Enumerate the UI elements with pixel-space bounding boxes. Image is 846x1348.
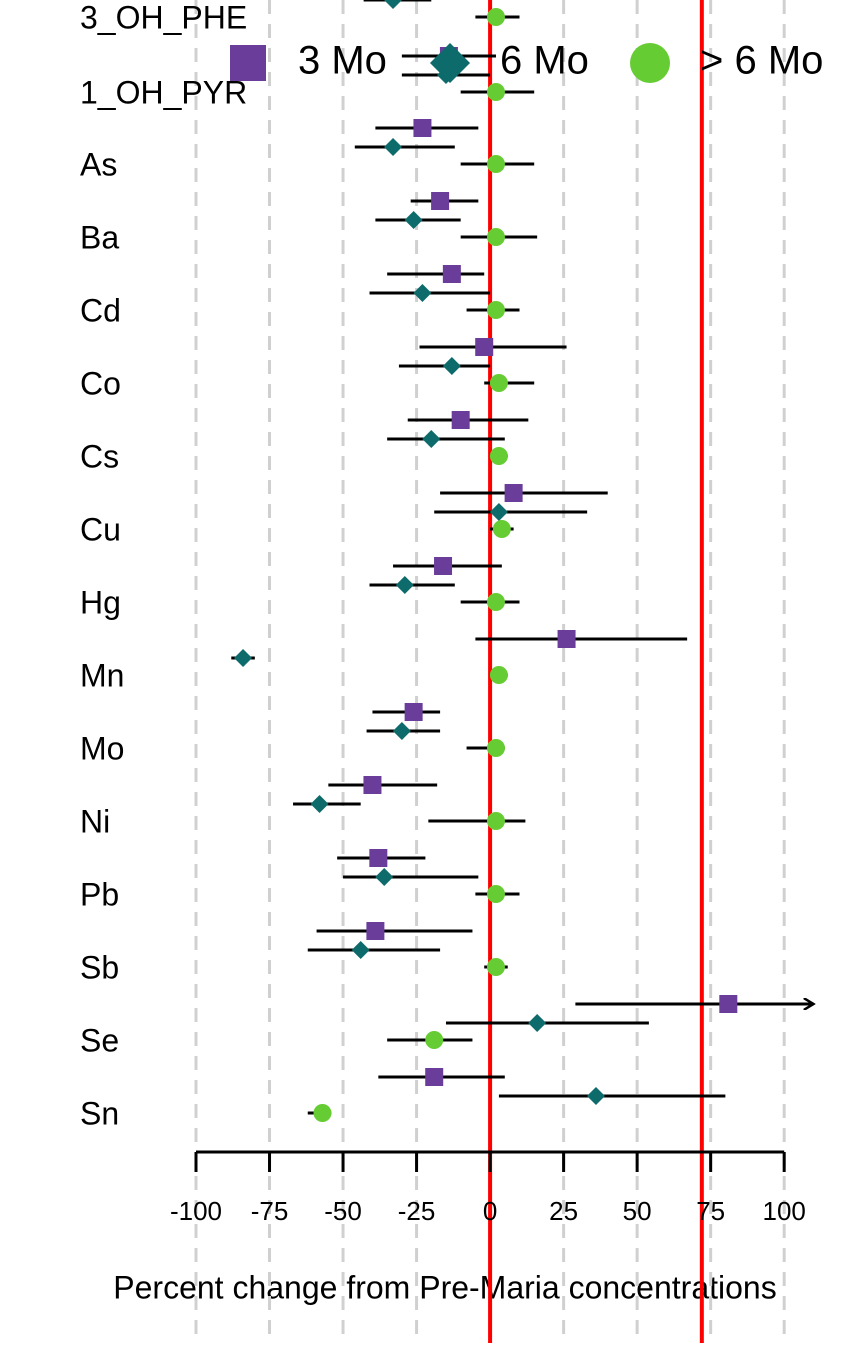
point — [413, 284, 432, 302]
category-label: Mn — [80, 657, 124, 693]
point — [486, 593, 505, 611]
point — [404, 703, 423, 721]
point — [489, 374, 508, 392]
category-label: 3_OH_PHE — [80, 0, 247, 35]
point — [351, 941, 370, 959]
category-label: 1_OH_PYR — [80, 74, 247, 110]
x-axis-label: Percent change from Pre-Maria concentrat… — [113, 1269, 776, 1305]
point — [422, 430, 441, 448]
point — [431, 192, 450, 210]
point — [234, 649, 253, 667]
point — [528, 1014, 547, 1032]
point — [719, 995, 738, 1013]
category-label: Ni — [80, 803, 110, 839]
legend-marker — [430, 43, 470, 83]
point — [489, 503, 508, 521]
point — [425, 1031, 444, 1049]
category-label: Cs — [80, 438, 119, 474]
point — [486, 155, 505, 173]
point — [442, 265, 461, 283]
point — [313, 1104, 332, 1122]
point — [384, 0, 403, 9]
legend-marker — [230, 45, 266, 81]
category-label: Cd — [80, 292, 121, 328]
point — [404, 211, 423, 229]
x-tick-label: -50 — [324, 1196, 362, 1226]
point — [486, 812, 505, 830]
x-tick-label: -75 — [251, 1196, 289, 1226]
category-label: Se — [80, 1022, 119, 1058]
point — [369, 849, 388, 867]
category-label: Hg — [80, 584, 121, 620]
category-label: Ba — [80, 219, 119, 255]
point — [310, 795, 329, 813]
point — [486, 8, 505, 26]
x-tick-label: -25 — [398, 1196, 436, 1226]
x-tick-label: -100 — [170, 1196, 222, 1226]
legend-label: > 6 Mo — [700, 39, 823, 83]
x-tick-label: 100 — [762, 1196, 805, 1226]
legend-label: 6 Mo — [500, 39, 589, 83]
point — [425, 1068, 444, 1086]
point — [363, 776, 382, 794]
point — [486, 301, 505, 319]
point — [557, 630, 576, 648]
category-label: Pb — [80, 876, 119, 912]
legend-label: 3 Mo — [298, 39, 387, 83]
point — [489, 666, 508, 684]
x-tick-label: 50 — [623, 1196, 652, 1226]
category-label: As — [80, 146, 117, 182]
point — [504, 484, 523, 502]
category-label: Cu — [80, 511, 121, 547]
point — [486, 228, 505, 246]
point — [486, 885, 505, 903]
point — [475, 338, 494, 356]
point — [486, 83, 505, 101]
point — [366, 922, 385, 940]
x-tick-label: 0 — [483, 1196, 497, 1226]
category-label: Sb — [80, 949, 119, 985]
point — [442, 357, 461, 375]
point — [492, 520, 511, 538]
legend-marker — [630, 43, 670, 83]
point — [413, 119, 432, 137]
point — [486, 739, 505, 757]
point — [434, 557, 453, 575]
point — [486, 958, 505, 976]
category-label: Co — [80, 365, 121, 401]
point — [451, 411, 470, 429]
point — [395, 576, 414, 594]
point — [489, 447, 508, 465]
category-label: Mo — [80, 730, 124, 766]
x-tick-label: 75 — [696, 1196, 725, 1226]
category-label: Sn — [80, 1095, 119, 1131]
point — [375, 868, 394, 886]
point — [384, 138, 403, 156]
x-tick-label: 25 — [549, 1196, 578, 1226]
point — [392, 722, 411, 740]
point — [586, 1087, 605, 1105]
